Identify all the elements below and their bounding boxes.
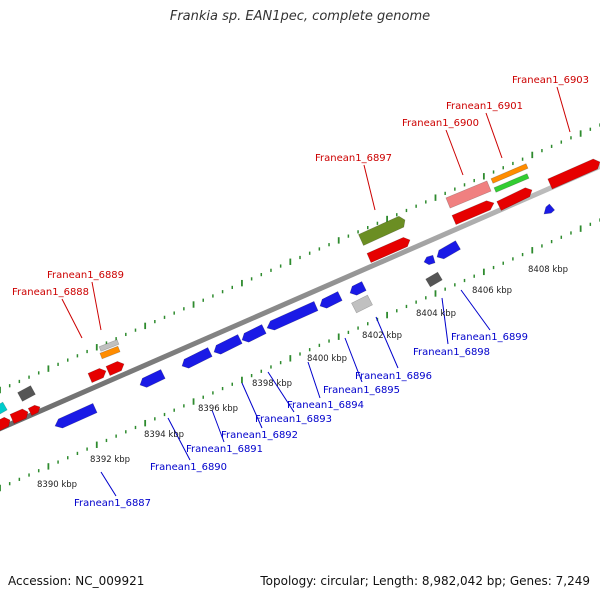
label-leader-line xyxy=(100,471,117,497)
label-leader-line xyxy=(441,297,449,345)
gene-label: Franean1_6898 xyxy=(413,347,490,358)
label-leader-line xyxy=(267,371,295,413)
gene-arrow xyxy=(266,301,319,331)
label-leader-line xyxy=(241,382,263,429)
kbp-ruler-labels: 8390 kbp 8392 kbp 8394 kbp 8396 kbp 8398 kbp… xyxy=(37,265,568,490)
gene-label: Franean1_6893 xyxy=(255,414,332,425)
gene-arrow xyxy=(366,237,411,263)
label-leader-line xyxy=(91,281,102,331)
label-leader-line xyxy=(61,298,83,339)
label-leader-line xyxy=(344,337,363,383)
gene-arrow xyxy=(349,281,367,296)
gene-arrow xyxy=(0,401,8,415)
gene-arrow xyxy=(54,403,98,429)
gene-label: Franean1_6901 xyxy=(446,101,523,112)
gene-label: Franean1_6890 xyxy=(150,462,227,473)
gene-arrow xyxy=(496,187,533,211)
label-leader-line xyxy=(307,361,321,399)
gene-arrow xyxy=(213,334,243,355)
gene-label: Franean1_6896 xyxy=(355,371,432,382)
label-leader-line xyxy=(363,164,376,211)
gene-label: Franean1_6897 xyxy=(315,153,392,164)
label-leader-line xyxy=(211,409,225,443)
kbp-label: 8392 kbp xyxy=(90,455,130,465)
kbp-label: 8390 kbp xyxy=(37,480,77,490)
gene-arrow xyxy=(27,404,41,417)
map-title: Frankia sp. EAN1pec, complete genome xyxy=(169,9,431,24)
gene-label: Franean1_6894 xyxy=(287,400,364,411)
gene-labels: Franean1_6888 Franean1_6889 Franean1_6897 F… xyxy=(12,75,589,509)
genome-info-text: Topology: circular; Length: 8,982,042 bp… xyxy=(260,574,590,588)
accession-text: Accession: NC_009921 xyxy=(8,574,145,588)
gene-label: Franean1_6888 xyxy=(12,287,89,298)
kbp-label: 8406 kbp xyxy=(472,286,512,296)
gene-label: Franean1_6899 xyxy=(451,332,528,343)
gene-arrow xyxy=(319,291,343,309)
kbp-label: 8394 kbp xyxy=(144,430,184,440)
gene-arrow xyxy=(543,203,556,215)
label-leader-line xyxy=(485,112,503,159)
gene-label: Franean1_6887 xyxy=(74,498,151,509)
kbp-label: 8396 kbp xyxy=(198,404,238,414)
gene-label: Franean1_6900 xyxy=(402,118,479,129)
kbp-label: 8398 kbp xyxy=(252,379,292,389)
gene-arrow xyxy=(241,324,267,343)
gene-label: Franean1_6889 xyxy=(47,270,124,281)
gene-arrow xyxy=(181,347,213,369)
gene-arrow xyxy=(425,271,443,288)
label-leader-line xyxy=(375,316,399,369)
label-leader-lines xyxy=(61,86,571,497)
gene-arrow xyxy=(105,361,125,376)
kbp-label: 8404 kbp xyxy=(416,309,456,319)
gene-arrow xyxy=(490,163,529,184)
label-leader-line xyxy=(445,129,464,176)
gene-arrow xyxy=(0,416,11,431)
gene-features xyxy=(0,158,600,431)
gene-label: Franean1_6891 xyxy=(186,444,263,455)
gene-arrow xyxy=(9,408,29,424)
gene-arrow xyxy=(445,180,492,209)
gene-arrow xyxy=(423,254,436,266)
lower-tick-track xyxy=(0,218,600,492)
gene-arrow xyxy=(139,369,166,388)
gene-arrow xyxy=(358,215,406,246)
gene-arrow xyxy=(98,339,120,352)
gene-arrow xyxy=(351,294,373,314)
gene-label: Franean1_6892 xyxy=(221,430,298,441)
kbp-label: 8400 kbp xyxy=(307,354,347,364)
label-leader-line xyxy=(556,86,571,133)
gene-label: Franean1_6903 xyxy=(512,75,589,86)
gene-arrow xyxy=(99,345,121,360)
kbp-label: 8402 kbp xyxy=(362,331,402,341)
gene-arrow xyxy=(87,368,107,383)
label-leader-line xyxy=(167,417,191,461)
gene-arrow xyxy=(17,385,36,402)
gene-arrow xyxy=(451,200,495,225)
gene-arrow xyxy=(493,173,530,193)
kbp-label: 8408 kbp xyxy=(528,265,568,275)
gene-label: Franean1_6895 xyxy=(323,385,400,396)
gene-arrow xyxy=(547,158,600,190)
label-leader-line xyxy=(460,289,491,331)
gene-arrow xyxy=(436,240,461,260)
